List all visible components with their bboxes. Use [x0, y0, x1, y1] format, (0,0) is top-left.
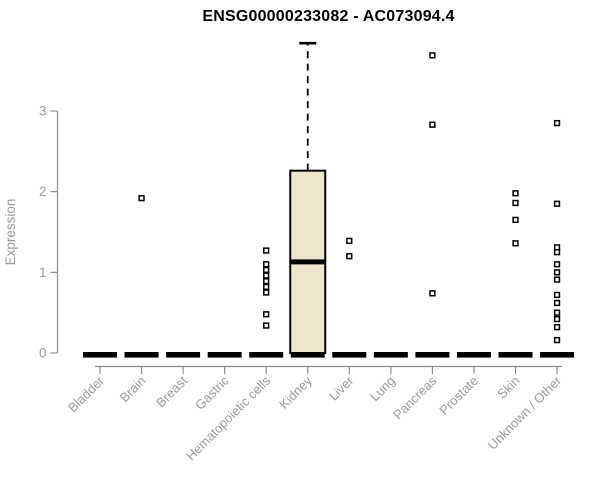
outlier-point	[429, 52, 436, 59]
outlier-point	[346, 237, 353, 245]
collapsed-box	[498, 352, 533, 358]
collapsed-box	[207, 352, 242, 358]
outlier-point	[263, 283, 270, 291]
collapsed-box	[83, 352, 117, 358]
collapsed-box	[290, 352, 325, 358]
outlier-point	[553, 309, 561, 316]
collapsed-box	[124, 352, 159, 358]
outlier-point	[263, 322, 270, 329]
outlier-point	[553, 261, 561, 268]
outlier-point	[263, 266, 270, 274]
collapsed-box	[249, 352, 284, 358]
outlier-point	[429, 290, 436, 297]
collapsed-box	[166, 352, 201, 358]
outlier-point	[512, 190, 519, 197]
outlier-point	[512, 199, 519, 207]
outlier-point	[553, 291, 561, 299]
outlier-point	[429, 121, 436, 128]
collapsed-box	[415, 352, 450, 358]
outlier-point	[512, 216, 519, 224]
y-tick-label: 0	[39, 346, 47, 361]
chart-title: ENSG00000233082 - AC073094.4	[202, 8, 455, 25]
outlier-point	[553, 299, 561, 307]
outlier-point	[263, 311, 270, 318]
x-tick-label: Gastric	[192, 373, 232, 413]
outlier-point	[553, 244, 561, 251]
outlier-point	[553, 315, 561, 323]
x-tick-label: Brain	[117, 373, 149, 405]
x-tick-label: Kidney	[276, 373, 315, 412]
outlier-point	[138, 194, 145, 202]
outlier-point	[553, 119, 561, 127]
collapsed-box	[373, 352, 408, 358]
outlier-point	[553, 269, 561, 276]
x-tick-label: Prostate	[436, 373, 481, 418]
outlier-point	[553, 249, 561, 256]
outlier-point	[263, 272, 270, 279]
y-tick-label: 3	[39, 103, 47, 118]
outlier-point	[263, 289, 270, 296]
x-tick-label: Lung	[367, 373, 398, 404]
collapsed-box	[540, 352, 575, 358]
outlier-point	[553, 336, 561, 344]
x-tick-label: Breast	[153, 373, 190, 410]
collapsed-box	[332, 352, 367, 358]
x-tick-label: Pancreas	[390, 373, 440, 423]
outlier-point	[512, 240, 519, 247]
x-tick-label: Unknown / Other	[485, 373, 565, 453]
x-tick-label: Skin	[494, 373, 522, 401]
outlier-point	[263, 261, 270, 268]
outlier-point	[553, 200, 561, 207]
y-tick-label: 1	[39, 265, 47, 280]
x-tick-label: Bladder	[65, 373, 108, 416]
outlier-point	[553, 276, 561, 283]
x-tick-label: Liver	[326, 373, 357, 404]
outlier-point	[553, 324, 561, 331]
outlier-point	[346, 253, 353, 260]
collapsed-box	[456, 352, 491, 358]
y-axis-label: Expression	[3, 199, 18, 266]
y-tick-label: 2	[39, 184, 47, 199]
outlier-point	[263, 247, 270, 254]
outlier-point	[263, 278, 270, 285]
